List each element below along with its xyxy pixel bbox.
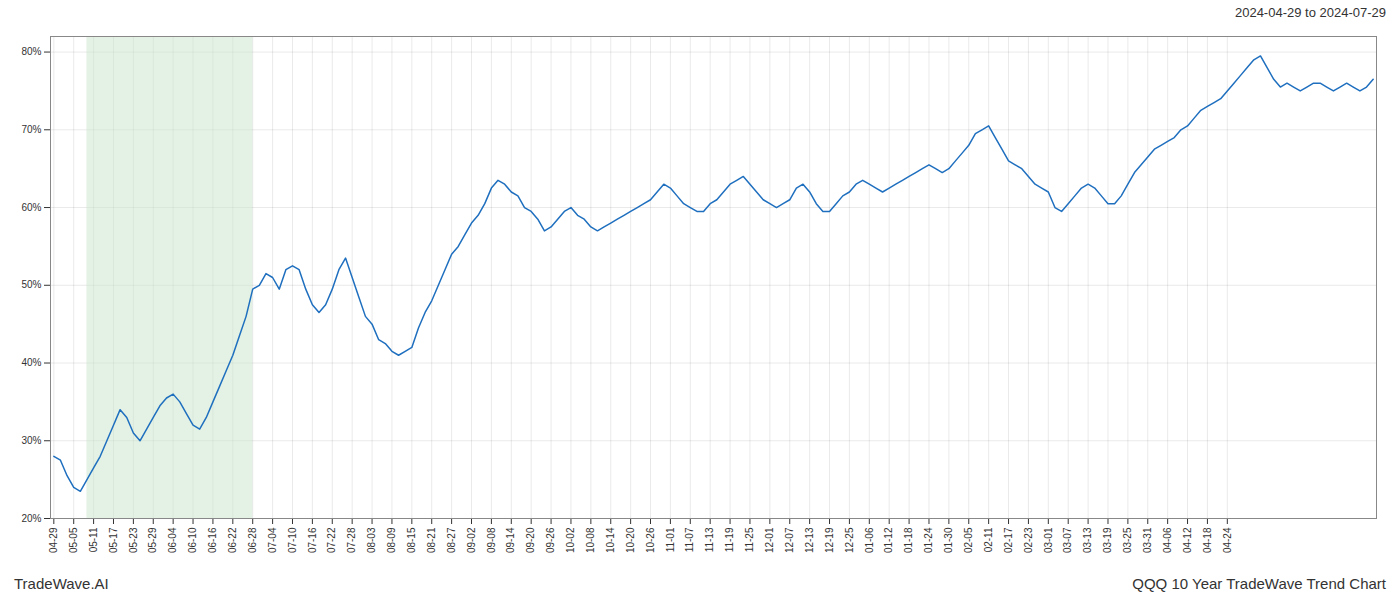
svg-text:60%: 60% [21,202,41,213]
svg-text:08-03: 08-03 [366,527,377,553]
svg-text:01-06: 01-06 [864,527,875,553]
svg-text:03-19: 03-19 [1102,527,1113,553]
html-text:TradeWave.AI: TradeWave.AI [14,574,109,592]
svg-text:12-19: 12-19 [824,527,835,553]
svg-text:04-18: 04-18 [1202,527,1213,553]
svg-text:11-13: 11-13 [704,527,715,552]
svg-text:10-26: 10-26 [645,527,656,553]
svg-text:04-06: 04-06 [1162,527,1173,553]
svg-text:08-15: 08-15 [406,527,417,553]
svg-text:11-25: 11-25 [744,527,755,552]
svg-text:09-26: 09-26 [545,527,556,553]
svg-text:02-05: 02-05 [963,527,974,553]
svg-text:04-29: 04-29 [48,527,59,553]
svg-text:09-20: 09-20 [525,527,536,553]
svg-text:06-28: 06-28 [247,527,258,553]
svg-text:11-01: 11-01 [665,527,676,552]
svg-text:02-17: 02-17 [1003,527,1014,553]
svg-text:07-04: 07-04 [267,527,278,553]
svg-text:80%: 80% [21,46,41,57]
svg-text:04-24: 04-24 [1222,527,1233,553]
svg-text:03-07: 03-07 [1062,527,1073,553]
svg-text:09-14: 09-14 [505,527,516,553]
svg-text:08-21: 08-21 [426,527,437,553]
svg-text:02-23: 02-23 [1023,527,1034,553]
svg-text:40%: 40% [21,357,41,368]
svg-text:03-13: 03-13 [1082,527,1093,553]
svg-text:09-02: 09-02 [466,527,477,553]
svg-text:12-13: 12-13 [804,527,815,553]
svg-text:09-08: 09-08 [486,527,497,553]
svg-text:50%: 50% [21,279,41,290]
svg-text:11-19: 11-19 [724,527,735,552]
svg-text:06-04: 06-04 [167,527,178,553]
svg-text:03-25: 03-25 [1122,527,1133,553]
svg-text:05-05: 05-05 [68,527,79,553]
html-text:2024-04-29 to 2024-07-29: 2024-04-29 to 2024-07-29 [1234,4,1386,20]
svg-text:07-28: 07-28 [346,527,357,553]
svg-text:10-20: 10-20 [625,527,636,553]
svg-text:05-23: 05-23 [128,527,139,553]
svg-text:03-01: 03-01 [1043,527,1054,553]
svg-text:04-12: 04-12 [1182,527,1193,553]
svg-text:10-08: 10-08 [585,527,596,553]
svg-text:02-11: 02-11 [983,527,994,552]
svg-text:01-30: 01-30 [943,527,954,553]
svg-text:10-02: 10-02 [565,527,576,553]
svg-text:07-22: 07-22 [326,527,337,553]
svg-text:05-11: 05-11 [88,527,99,552]
svg-text:08-09: 08-09 [386,527,397,553]
svg-text:10-14: 10-14 [605,527,616,553]
svg-text:05-29: 05-29 [147,527,158,553]
svg-text:12-01: 12-01 [764,527,775,553]
svg-text:12-07: 12-07 [784,527,795,553]
svg-text:06-10: 06-10 [187,527,198,553]
svg-text:06-22: 06-22 [227,527,238,553]
svg-text:11-07: 11-07 [684,527,695,552]
svg-text:20%: 20% [21,513,41,524]
svg-text:01-12: 01-12 [883,527,894,553]
html-text:QQQ 10 Year TradeWave Trend Ch: QQQ 10 Year TradeWave Trend Chart [1132,574,1386,592]
svg-text:07-16: 07-16 [307,527,318,553]
svg-text:30%: 30% [21,435,41,446]
svg-text:07-10: 07-10 [287,527,298,553]
svg-text:12-25: 12-25 [844,527,855,553]
svg-text:01-24: 01-24 [923,527,934,553]
svg-text:70%: 70% [21,124,41,135]
svg-text:03-31: 03-31 [1142,527,1153,553]
svg-text:05-17: 05-17 [108,527,119,553]
svg-text:06-16: 06-16 [207,527,218,553]
svg-text:01-18: 01-18 [903,527,914,553]
svg-text:08-27: 08-27 [446,527,457,553]
